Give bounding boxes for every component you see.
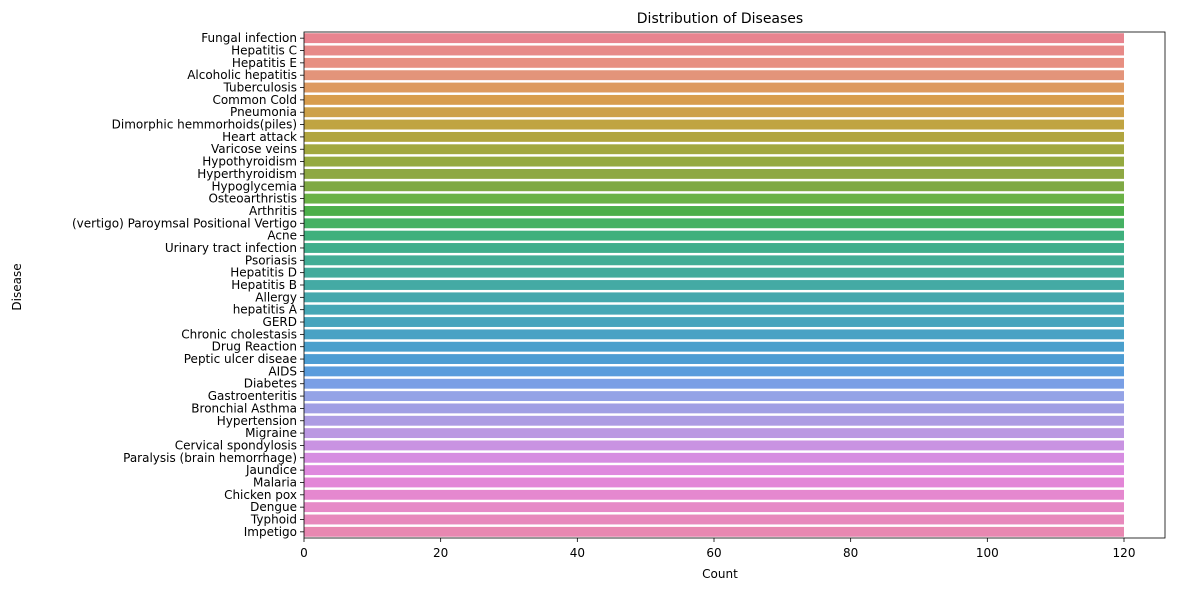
x-tick-label: 40 [570, 546, 585, 560]
bar [304, 45, 1124, 56]
bar [304, 70, 1124, 81]
y-tick-label: Allergy [255, 290, 297, 304]
x-tick-label: 20 [433, 546, 448, 560]
y-tick-label: Hepatitis C [231, 44, 297, 58]
y-tick-label: Cervical spondylosis [175, 438, 297, 452]
bar [304, 33, 1124, 44]
y-tick-label: Migraine [245, 426, 297, 440]
y-tick-label: Arthritis [249, 204, 297, 218]
y-tick-label: Hepatitis E [232, 56, 297, 70]
x-tick-label: 0 [300, 546, 308, 560]
y-tick-label: Peptic ulcer diseae [184, 352, 297, 366]
bars-group [304, 33, 1124, 537]
x-axis-label: Count [702, 567, 738, 581]
y-tick-label: Common Cold [212, 93, 297, 107]
bar [304, 206, 1124, 216]
bar [304, 119, 1124, 130]
y-tick-label: hepatitis A [233, 303, 298, 317]
bar [304, 156, 1124, 167]
bar [304, 452, 1124, 463]
bar [304, 514, 1124, 525]
y-tick-label: Acne [267, 229, 297, 243]
bar [304, 489, 1124, 500]
bar [304, 94, 1124, 105]
y-tick-label: Typhoid [250, 512, 297, 526]
bar [304, 181, 1124, 192]
bar [304, 243, 1124, 253]
y-tick-label: Malaria [253, 475, 297, 489]
y-tick-label: Paralysis (brain hemorrhage) [123, 451, 297, 465]
bar [304, 292, 1124, 303]
y-tick-label: Diabetes [244, 377, 297, 391]
bar [304, 341, 1124, 352]
y-tick-label: Psoriasis [245, 253, 297, 267]
bar [304, 144, 1124, 155]
bar [304, 168, 1124, 179]
x-tick-label: 120 [1113, 546, 1136, 560]
y-tick-label: Tuberculosis [223, 81, 298, 95]
bar [304, 317, 1124, 327]
y-tick-label: Jaundice [245, 463, 297, 477]
y-tick-label: Osteoarthristis [208, 192, 297, 206]
bar [304, 477, 1124, 488]
bar [304, 280, 1124, 290]
bar [304, 267, 1124, 278]
y-axis-label: Disease [10, 263, 24, 310]
x-axis-ticks: 0 20 40 60 80 100 120 [300, 538, 1135, 560]
bar [304, 304, 1124, 315]
bar [304, 131, 1124, 142]
y-tick-label: AIDS [268, 364, 297, 378]
bar [304, 255, 1124, 266]
plot-frame [303, 31, 1166, 539]
y-tick-label: Hepatitis B [231, 278, 297, 292]
bar [304, 415, 1124, 426]
y-tick-label: (vertigo) Paroymsal Positional Vertigo [72, 216, 297, 230]
bar [304, 526, 1124, 537]
axes-frame [303, 31, 1166, 539]
y-tick-label: Varicose veins [211, 142, 297, 156]
y-tick-label: Dimorphic hemmorhoids(piles) [112, 118, 297, 132]
y-tick-label: Hepatitis D [230, 266, 297, 280]
y-tick-label: Alcoholic hepatitis [187, 68, 297, 82]
y-tick-label: Chicken pox [224, 488, 297, 502]
y-tick-label: Hypothyroidism [202, 155, 297, 169]
y-tick-label: Chronic cholestasis [181, 327, 297, 341]
x-tick-label: 100 [976, 546, 999, 560]
bar [304, 354, 1124, 364]
bar [304, 218, 1124, 229]
bar [304, 502, 1124, 513]
y-tick-label: Gastroenteritis [208, 389, 297, 403]
y-tick-label: Bronchial Asthma [191, 401, 297, 415]
y-tick-label: Fungal infection [201, 31, 297, 45]
y-tick-label: Pneumonia [230, 105, 297, 119]
bar [304, 230, 1124, 241]
y-tick-label: Heart attack [222, 130, 297, 144]
y-tick-label: Urinary tract infection [165, 241, 297, 255]
bar [304, 428, 1124, 439]
y-tick-label: Impetigo [244, 525, 297, 539]
y-tick-label: GERD [263, 315, 297, 329]
bar [304, 366, 1124, 377]
y-tick-label: Hypertension [217, 414, 297, 428]
x-tick-label: 80 [843, 546, 858, 560]
bar [304, 107, 1124, 118]
x-tick-label: 60 [706, 546, 721, 560]
y-tick-label: Hyperthyroidism [197, 167, 297, 181]
bar [304, 465, 1124, 476]
bar [304, 193, 1124, 204]
bar [304, 57, 1124, 68]
bar [304, 391, 1124, 402]
bar [304, 440, 1124, 451]
y-tick-label: Drug Reaction [212, 340, 297, 354]
bar [304, 403, 1124, 414]
bar [304, 82, 1124, 93]
chart-title: Distribution of Diseases [637, 11, 803, 27]
y-tick-label: Dengue [250, 500, 297, 514]
y-tick-label: Hypoglycemia [212, 179, 298, 193]
bar [304, 378, 1124, 389]
bar [304, 329, 1124, 340]
